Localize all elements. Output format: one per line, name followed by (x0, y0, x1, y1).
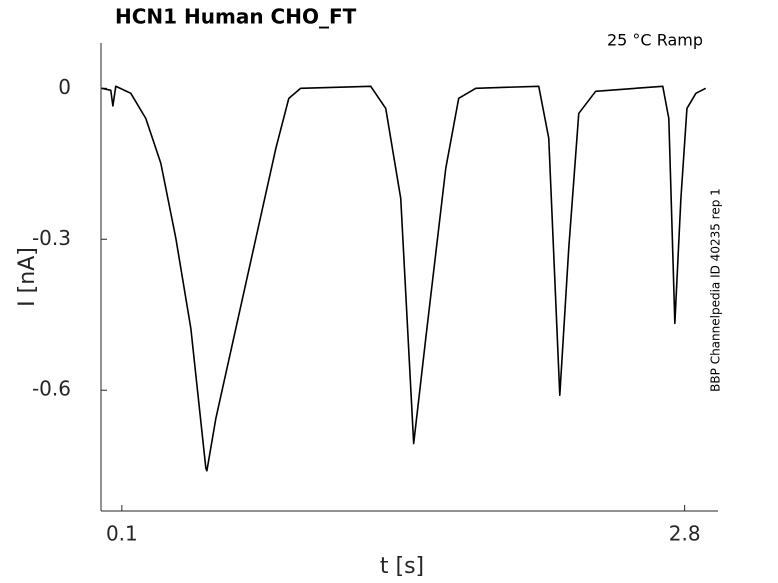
side-note: BBP Channelpedia ID 40235 rep 1 (709, 188, 723, 392)
x-axis-label: t [s] (380, 554, 424, 579)
y-tick-label: -0.6 (32, 377, 71, 401)
y-tick-label: 0 (58, 75, 71, 99)
y-axis-label: I [nA] (15, 247, 40, 307)
line (101, 85, 707, 472)
x-tick-label: 0.1 (106, 522, 138, 546)
annotation: 25 °C Ramp (607, 31, 703, 50)
x-tick-label: 2.8 (669, 522, 701, 546)
chart-title: HCN1 Human CHO_FT (115, 5, 357, 29)
y-tick-label: -0.3 (32, 226, 71, 250)
